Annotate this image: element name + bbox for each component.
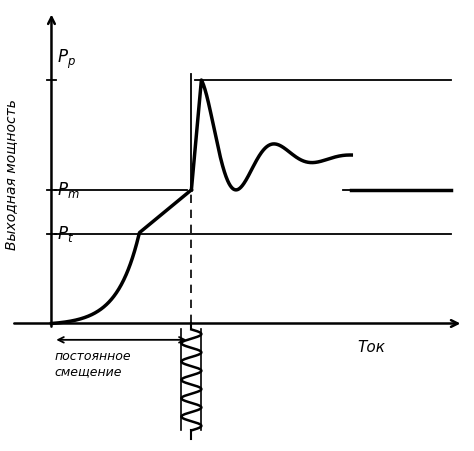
Text: $P_t$: $P_t$ [57, 225, 74, 244]
Text: $P_m$: $P_m$ [57, 180, 80, 200]
Text: Ток: Ток [357, 340, 385, 355]
Text: Выходная мощность: Выходная мощность [4, 100, 18, 250]
Text: $P_p$: $P_p$ [57, 48, 76, 71]
Text: постоянное
смещение: постоянное смещение [54, 350, 131, 378]
